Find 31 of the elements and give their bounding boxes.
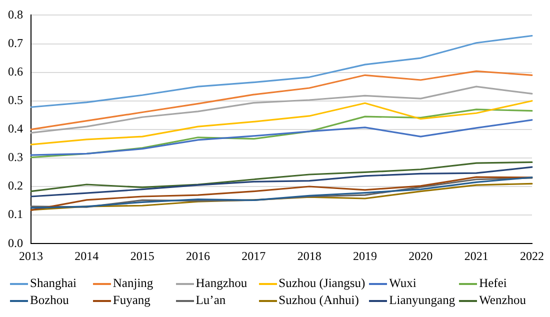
legend-label: Shanghai xyxy=(30,276,77,291)
x-tick-label: 2019 xyxy=(353,248,377,263)
legend-label: Lianyungang xyxy=(389,293,456,308)
y-tick-label: 0.2 xyxy=(8,178,23,193)
x-tick-label: 2015 xyxy=(130,248,154,263)
x-tick-label: 2013 xyxy=(19,248,43,263)
x-tick-label: 2021 xyxy=(464,248,488,263)
y-tick-label: 0.8 xyxy=(8,7,23,22)
legend-label: Suzhou (Jiangsu) xyxy=(278,276,366,291)
y-tick-label: 0.3 xyxy=(8,150,23,164)
y-tick-label: 0.7 xyxy=(8,36,23,50)
x-tick-label: 2020 xyxy=(408,248,433,263)
legend-label: Hefei xyxy=(479,276,507,291)
legend-label: Fuyang xyxy=(112,293,150,308)
y-tick-label: 0.1 xyxy=(8,207,23,222)
y-tick-label: 0.6 xyxy=(8,64,23,78)
legend-label: Bozhou xyxy=(30,293,69,308)
x-tick-label: 2018 xyxy=(297,248,322,263)
x-tick-label: 2017 xyxy=(242,248,266,263)
y-tick-label: 0.5 xyxy=(8,93,23,108)
y-tick-label: 0.4 xyxy=(8,122,23,136)
y-tick-label: 0.0 xyxy=(8,236,23,250)
legend-label: Wenzhou xyxy=(479,293,526,308)
legend-label: Hangzhou xyxy=(196,276,248,291)
x-tick-label: 2016 xyxy=(186,248,210,263)
x-tick-label: 2014 xyxy=(74,248,99,263)
legend-label: Lu’an xyxy=(196,293,226,308)
legend-label: Wuxi xyxy=(389,276,416,291)
legend-label: Suzhou (Anhui) xyxy=(278,293,359,308)
legend-label: Nanjing xyxy=(112,276,154,291)
x-tick-label: 2022 xyxy=(520,248,544,263)
